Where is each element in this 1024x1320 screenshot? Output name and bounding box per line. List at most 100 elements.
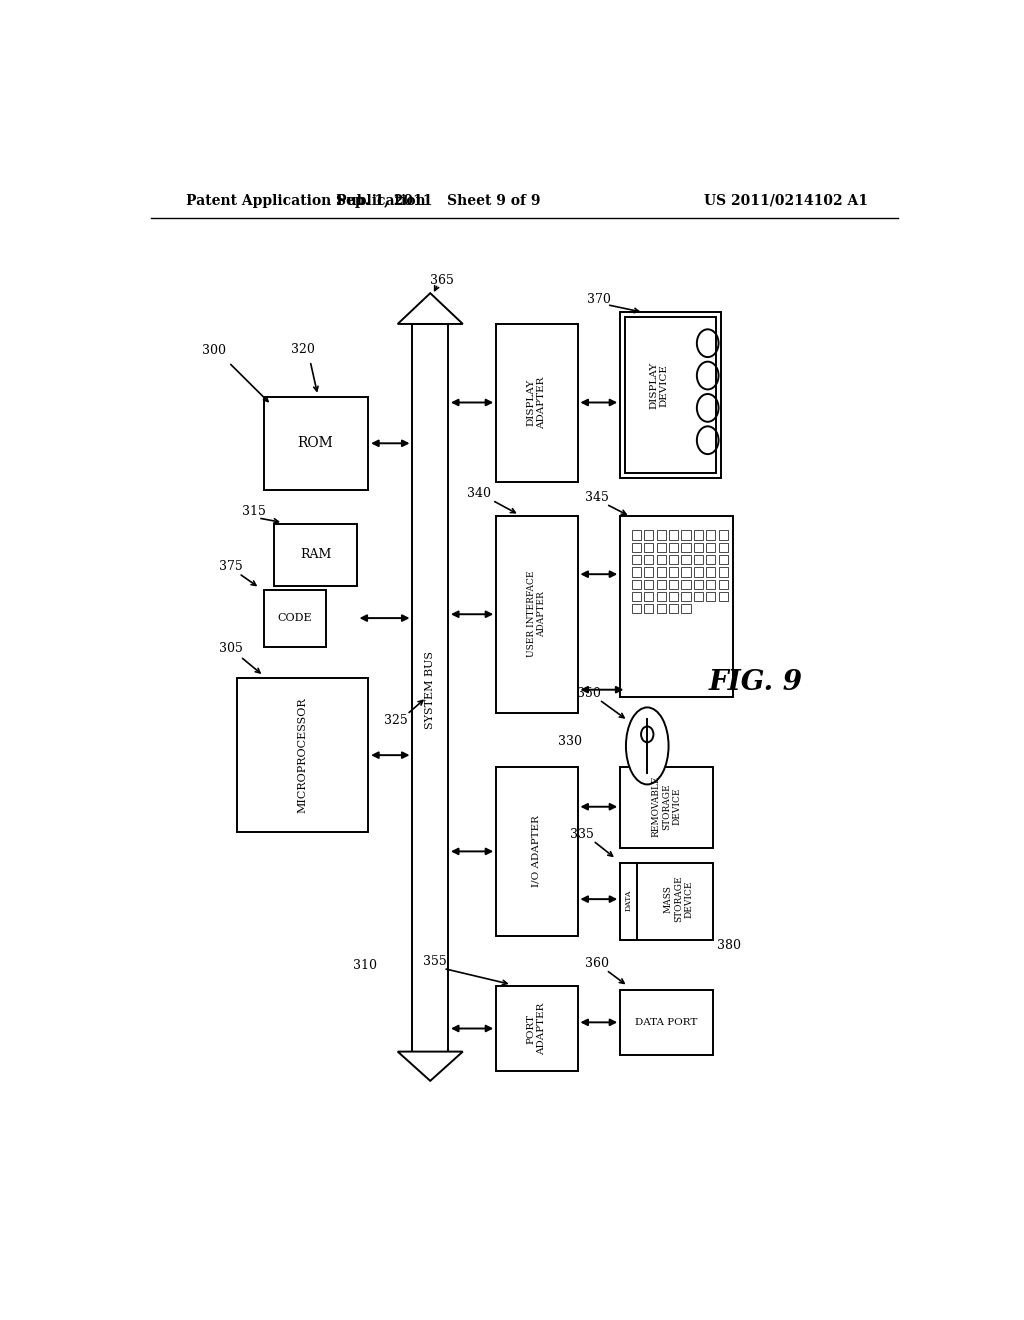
Text: 310: 310 (352, 958, 377, 972)
Bar (707, 543, 716, 552)
Bar (621, 863, 713, 940)
Bar (644, 605, 653, 614)
Bar (669, 531, 678, 540)
Bar (263, 397, 369, 490)
Bar (669, 605, 678, 614)
Bar (413, 323, 449, 1052)
Text: 330: 330 (558, 735, 582, 748)
Bar (693, 568, 703, 577)
Bar (681, 591, 690, 601)
Ellipse shape (626, 708, 669, 784)
Text: 320: 320 (291, 343, 314, 356)
Bar (632, 568, 641, 577)
Bar (621, 863, 637, 940)
Bar (719, 591, 728, 601)
Bar (632, 554, 641, 564)
Bar (263, 590, 326, 647)
Bar (681, 579, 690, 589)
Text: SYSTEM BUS: SYSTEM BUS (425, 651, 435, 729)
Text: PORT
ADAPTER: PORT ADAPTER (526, 1002, 546, 1055)
Text: I/O ADAPTER: I/O ADAPTER (531, 816, 541, 887)
Text: US 2011/0214102 A1: US 2011/0214102 A1 (705, 194, 868, 207)
Bar (621, 767, 713, 847)
Bar (621, 516, 732, 697)
Bar (656, 531, 666, 540)
Text: 325: 325 (384, 714, 408, 727)
Bar (632, 543, 641, 552)
Bar (719, 543, 728, 552)
Bar (621, 313, 721, 478)
Text: 355: 355 (423, 954, 446, 968)
Text: 360: 360 (586, 957, 609, 970)
Bar (681, 531, 690, 540)
Bar (496, 323, 578, 482)
Bar (632, 579, 641, 589)
Text: 340: 340 (467, 487, 490, 500)
Bar (273, 524, 356, 586)
Text: MICROPROCESSOR: MICROPROCESSOR (297, 697, 307, 813)
Text: RAM: RAM (300, 548, 331, 561)
Bar (719, 568, 728, 577)
Text: DISPLAY
DEVICE: DISPLAY DEVICE (649, 362, 669, 409)
Text: 345: 345 (586, 491, 609, 504)
Bar (719, 531, 728, 540)
Bar (656, 568, 666, 577)
Bar (669, 543, 678, 552)
Text: 305: 305 (219, 643, 244, 656)
Text: 300: 300 (202, 345, 225, 358)
Bar (644, 543, 653, 552)
Bar (644, 554, 653, 564)
Bar (656, 605, 666, 614)
Text: Sep. 1, 2011   Sheet 9 of 9: Sep. 1, 2011 Sheet 9 of 9 (336, 194, 541, 207)
Bar (656, 591, 666, 601)
Bar (681, 543, 690, 552)
Text: REMOVABLE
STORAGE
DEVICE: REMOVABLE STORAGE DEVICE (651, 776, 682, 837)
Text: 315: 315 (242, 504, 266, 517)
Bar (693, 554, 703, 564)
Bar (681, 568, 690, 577)
Bar (237, 678, 369, 832)
Text: MASS
STORAGE
DEVICE: MASS STORAGE DEVICE (664, 876, 693, 923)
Bar (644, 568, 653, 577)
Text: Patent Application Publication: Patent Application Publication (186, 194, 426, 207)
Bar (621, 990, 713, 1056)
Bar (669, 568, 678, 577)
Bar (644, 531, 653, 540)
Bar (496, 767, 578, 936)
Bar (656, 554, 666, 564)
Bar (632, 591, 641, 601)
Bar (707, 531, 716, 540)
Bar (656, 579, 666, 589)
Bar (644, 579, 653, 589)
Bar (693, 579, 703, 589)
Bar (707, 579, 716, 589)
Text: 380: 380 (717, 939, 741, 952)
Bar (632, 531, 641, 540)
Bar (669, 579, 678, 589)
Bar (496, 516, 578, 713)
Bar (719, 579, 728, 589)
Bar (681, 605, 690, 614)
Bar (693, 531, 703, 540)
Bar (681, 554, 690, 564)
Bar (707, 568, 716, 577)
Bar (719, 554, 728, 564)
Bar (707, 554, 716, 564)
Bar (644, 591, 653, 601)
Text: 375: 375 (219, 560, 244, 573)
Text: DATA PORT: DATA PORT (636, 1018, 697, 1027)
Bar (496, 986, 578, 1071)
Text: 365: 365 (430, 273, 454, 286)
Text: DISPLAY
ADAPTER: DISPLAY ADAPTER (526, 376, 546, 429)
Text: DATA: DATA (625, 890, 633, 911)
Bar (625, 317, 716, 474)
Bar (707, 591, 716, 601)
Bar (693, 591, 703, 601)
Text: CODE: CODE (278, 612, 312, 623)
Bar (669, 554, 678, 564)
Text: USER INTERFACE
ADAPTER: USER INTERFACE ADAPTER (526, 572, 546, 657)
Polygon shape (397, 293, 463, 323)
Bar (693, 543, 703, 552)
Bar (656, 543, 666, 552)
Text: 370: 370 (587, 293, 610, 306)
